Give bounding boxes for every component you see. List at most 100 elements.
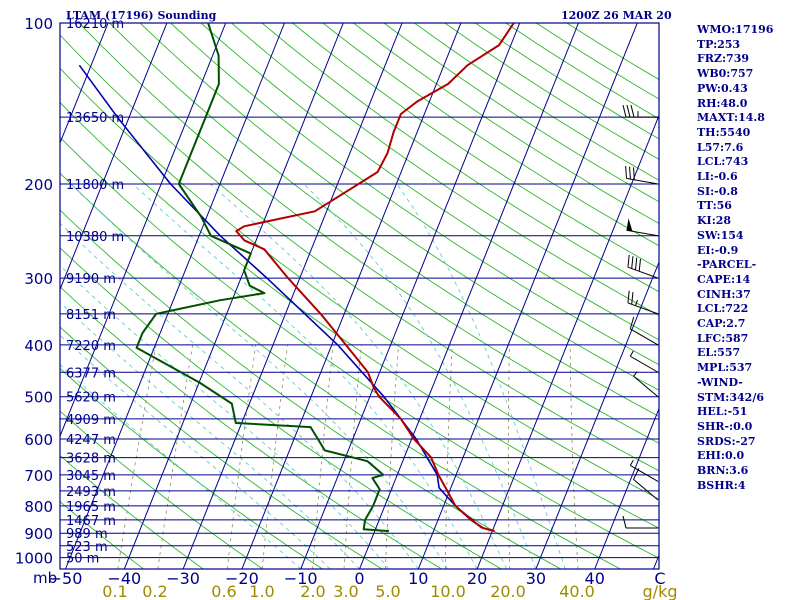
parcel-line	[78, 64, 483, 529]
isotherm	[60, 23, 227, 438]
index-line: SRDS:-27	[697, 434, 756, 448]
isotherm	[65, 23, 285, 569]
mixing-ratio-label: 3.0	[333, 582, 358, 600]
isotherm	[359, 23, 579, 569]
index-line: LCL:722	[697, 302, 749, 316]
moist-adiabat	[303, 183, 537, 569]
temperature-tick-label: 20	[467, 569, 487, 588]
temperature-tick-label: 10	[408, 569, 428, 588]
index-line: L57:7.6	[697, 140, 744, 154]
isotherm	[535, 260, 659, 569]
height-label: 3628 m	[66, 452, 116, 467]
index-line: PW:0.43	[697, 81, 748, 95]
index-line: CAPE:14	[697, 272, 751, 286]
wind-barb	[622, 515, 658, 529]
height-label: 6377 m	[66, 366, 116, 381]
wind-barb	[627, 290, 659, 315]
mixing-ratio-line	[312, 344, 334, 569]
height-label: 1467 m	[66, 514, 116, 529]
height-label: 3045 m	[66, 469, 116, 484]
dry-adiabat	[60, 410, 264, 569]
mixing-ratio-line	[226, 344, 257, 569]
isotherm	[123, 23, 344, 569]
index-line: -WIND-	[697, 375, 743, 389]
wind-barb	[629, 350, 659, 373]
pressure-tick-label: 100	[24, 15, 53, 33]
index-line: WB0:757	[697, 67, 754, 81]
height-label: 8151 m	[66, 308, 116, 323]
dry-adiabat	[78, 23, 659, 444]
index-line: TP:253	[697, 37, 741, 51]
dry-adiabat	[322, 23, 659, 247]
index-line: EI:-0.9	[697, 243, 739, 257]
mixing-ratio-line	[507, 344, 511, 569]
temperature-tick-label: −20	[225, 569, 259, 588]
mixing-ratio-label: 40.0	[559, 582, 595, 600]
wind-barb	[629, 459, 659, 482]
mixing-ratio-line	[117, 344, 157, 569]
mixing-ratio-label: 0.2	[142, 582, 167, 600]
index-line: RH:48.0	[697, 96, 748, 110]
index-line: CAP:2.7	[697, 317, 746, 331]
index-line: HEL:-51	[697, 405, 748, 419]
height-label: 4909 m	[66, 413, 116, 428]
height-label: 5620 m	[66, 391, 116, 406]
mixing-ratio-label: 20.0	[490, 582, 526, 600]
pressure-tick-label: 800	[24, 498, 53, 516]
pressure-tick-label: 900	[24, 525, 53, 543]
moist-adiabat	[60, 334, 331, 569]
height-label: 2493 m	[66, 485, 116, 500]
mixing-ratio-label: 5.0	[375, 582, 400, 600]
height-label: 10380 m	[66, 230, 124, 245]
isotherm	[182, 23, 403, 569]
isotherm	[60, 23, 109, 145]
profile-lines	[78, 23, 515, 533]
moist-adiabat	[60, 364, 302, 569]
dry-adiabat	[60, 34, 659, 472]
isotherm	[300, 23, 521, 569]
pressure-tick-label: 200	[24, 176, 53, 194]
index-line: FRZ:739	[697, 52, 750, 66]
background-grid	[60, 23, 659, 569]
index-line: EHI:0.0	[697, 449, 745, 463]
pressure-tick-label: 700	[24, 467, 53, 485]
mixing-ratio-line	[385, 344, 399, 569]
index-line: STM:342/6	[697, 390, 764, 404]
isotherm	[476, 114, 659, 569]
temperature-tick-label: 30	[526, 569, 546, 588]
isotherm	[241, 23, 462, 569]
height-label: 989 m	[66, 527, 108, 542]
index-line: BSHR:4	[697, 478, 746, 492]
dry-adiabat	[292, 23, 659, 269]
wind-barb	[626, 218, 659, 237]
mixing-ratio-line	[569, 344, 579, 569]
moist-adiabat	[60, 301, 360, 569]
pressure-tick-label: 600	[24, 431, 53, 449]
mixing-ratio-line	[444, 344, 453, 569]
index-line: TH:5540	[697, 125, 751, 139]
sounding-time: 1200Z 26 MAR 20	[561, 9, 672, 22]
dry-adiabat	[200, 23, 659, 341]
height-label: 4247 m	[66, 433, 116, 448]
index-line: SI:-0.8	[697, 184, 738, 198]
pressure-unit-label: mb	[33, 569, 57, 587]
temperature-unit-label: C	[654, 569, 665, 588]
dry-adiabat	[60, 101, 659, 529]
isotherm	[60, 23, 168, 291]
isotherm	[417, 23, 638, 569]
index-line: WMO:17196	[697, 23, 774, 36]
temperature-tick-label: −40	[107, 569, 141, 588]
index-line: SHR-:0.0	[697, 419, 753, 433]
index-line: KI:28	[697, 214, 732, 228]
pressure-tick-label: 1000	[15, 550, 53, 568]
moist-adiabat	[60, 265, 390, 569]
dry-adiabat	[60, 136, 659, 559]
height-label: 11800 m	[66, 178, 124, 193]
index-line: MPL:537	[697, 361, 753, 375]
wind-barb	[625, 166, 659, 185]
mixing-ratio-label: 0.6	[211, 582, 236, 600]
dry-adiabat	[60, 500, 144, 569]
dewpoint-line	[135, 23, 389, 533]
wind-barb	[629, 316, 659, 346]
mixing-ratio-label: 2.0	[300, 582, 325, 600]
